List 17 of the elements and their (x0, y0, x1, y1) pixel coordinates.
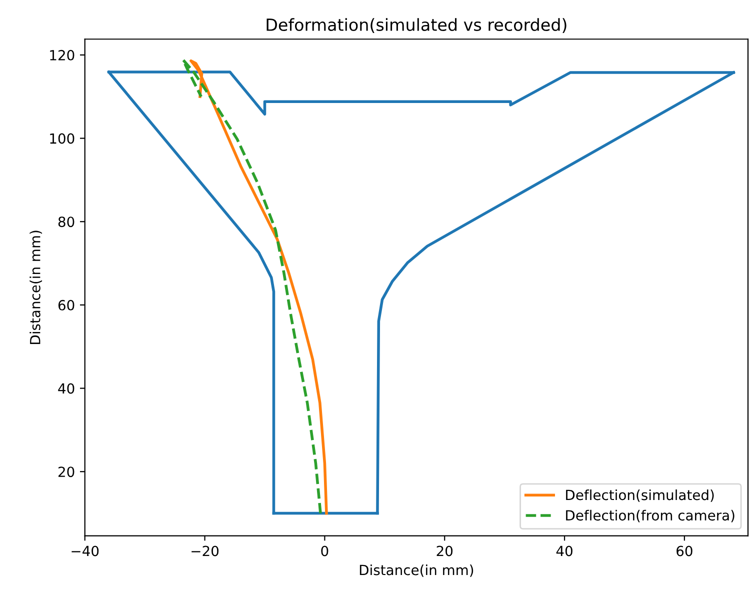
x-tick-label: 0 (321, 546, 328, 556)
y-tick-label: 80 (58, 216, 74, 228)
x-tick-label: 40 (556, 546, 572, 556)
y-axis-title: Distance(in mm) (30, 230, 42, 344)
y-tick-label: 120 (50, 50, 74, 60)
x-tick-label: 60 (676, 546, 692, 556)
x-axis-title: Distance(in mm) (360, 564, 474, 577)
legend-label: Deflection(simulated) (566, 489, 714, 502)
chart-title: Deformation(simulated vs recorded) (266, 18, 566, 33)
x-tick-label: 20 (436, 546, 453, 556)
y-tick-label: 60 (58, 300, 74, 310)
y-tick-label: 100 (50, 133, 74, 144)
y-tick-label: 40 (58, 383, 74, 394)
legend-label: Deflection(from camera) (566, 510, 734, 522)
y-tick-label: 20 (58, 466, 74, 478)
x-tick-label: −40 (72, 546, 99, 556)
x-tick-label: −20 (192, 546, 219, 556)
